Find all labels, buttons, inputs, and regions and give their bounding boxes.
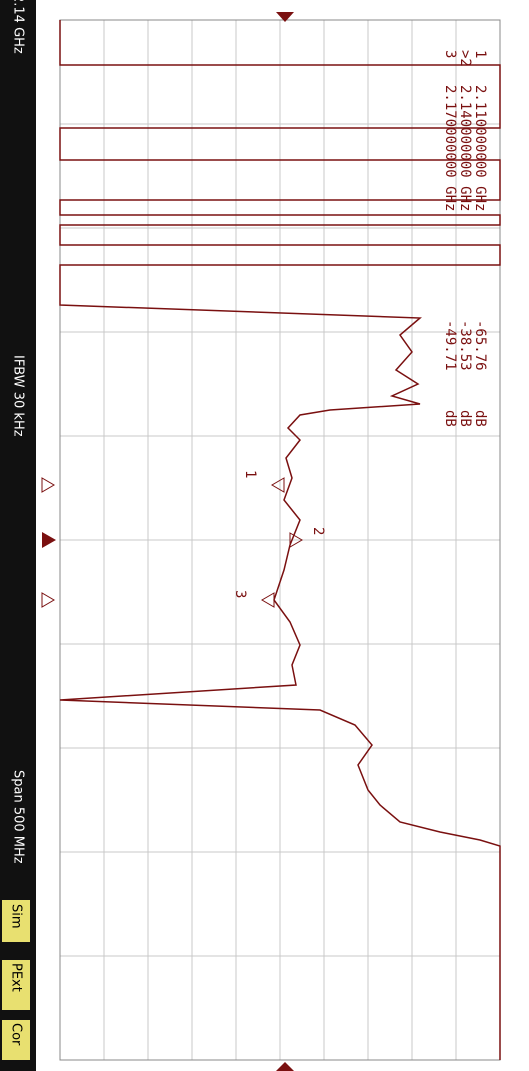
marker-id: 3 (442, 50, 458, 58)
marker-frequency: 2.110000000 GHz (472, 85, 488, 211)
trace-marker (261, 592, 275, 608)
marker-value: -38.53 (457, 320, 473, 371)
badge: Cor (9, 1023, 24, 1046)
marker-pointer (41, 592, 55, 608)
marker-frequency: 2.170000000 GHz (442, 85, 458, 211)
marker-value: -49.71 (442, 320, 458, 371)
marker-pointer (42, 532, 56, 548)
marker-frequency: 2.140000000 GHz (457, 85, 473, 211)
trace-label: 2 (310, 527, 326, 535)
badge: Sim (9, 904, 24, 929)
badge-bg (2, 960, 30, 1010)
marker-unit: dB (442, 410, 458, 427)
badge-bg (2, 900, 30, 942)
trace-label: 1 (242, 470, 258, 478)
marker-value: -65.76 (472, 320, 488, 371)
marker-unit: dB (472, 410, 488, 427)
marker-pointer (41, 477, 55, 493)
status-bar (0, 0, 36, 1071)
badge: PExt (9, 963, 24, 992)
grid (60, 20, 500, 1060)
ifbw: IFBW 30 kHz (11, 355, 26, 437)
badge-bg (2, 1020, 30, 1060)
trace-marker (271, 477, 285, 493)
center-frequency: 2.14 GHz (11, 0, 26, 54)
ref-marker-bottom (276, 1062, 294, 1071)
span: Span 500 MHz (11, 770, 26, 864)
trace-label: 3 (232, 590, 248, 598)
marker-unit: dB (457, 410, 473, 427)
trace-marker (289, 532, 303, 548)
marker-id: >2 (457, 50, 473, 67)
ref-marker-top (276, 12, 294, 22)
marker-id: 1 (472, 50, 488, 58)
trace-markers (261, 477, 303, 608)
plot-frame (59, 19, 501, 1061)
trace (59, 20, 501, 1060)
